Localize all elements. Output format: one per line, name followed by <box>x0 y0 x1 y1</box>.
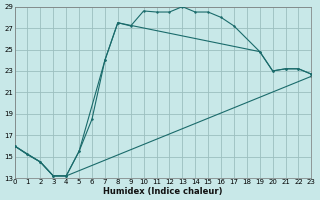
X-axis label: Humidex (Indice chaleur): Humidex (Indice chaleur) <box>103 187 223 196</box>
